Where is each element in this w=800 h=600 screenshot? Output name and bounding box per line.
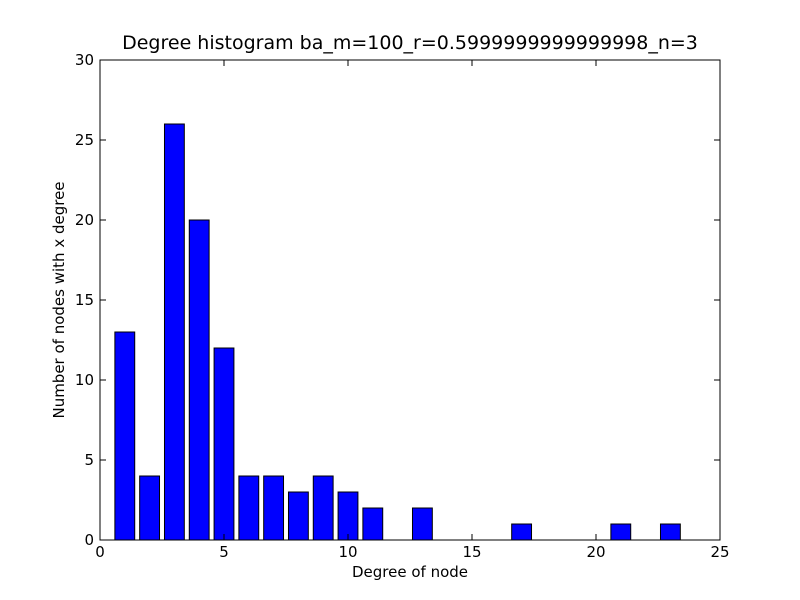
bar-degree-7: [263, 475, 285, 541]
y-tick-label-25: 25: [75, 131, 94, 149]
bar-degree-3: [163, 123, 185, 541]
bar-degree-13: [411, 507, 433, 541]
chart-title: Degree histogram ba_m=100_r=0.5999999999…: [122, 32, 698, 54]
ticks-group: 0 5 10 15 20 25 0 5 10 15 20 25 30: [75, 51, 730, 561]
bar-degree-4: [188, 219, 210, 541]
bar-degree-21: [610, 523, 632, 541]
y-tick-label-5: 5: [84, 451, 94, 469]
x-tick-label-25: 25: [710, 543, 729, 561]
x-tick-label-0: 0: [95, 543, 105, 561]
bar-degree-10: [337, 491, 359, 541]
x-tick-label-5: 5: [219, 543, 229, 561]
bars-group: [114, 123, 681, 541]
x-tick-label-20: 20: [586, 543, 605, 561]
bar-degree-23: [659, 523, 681, 541]
bar-degree-8: [287, 491, 309, 541]
bar-degree-11: [362, 507, 384, 541]
x-tick-label-15: 15: [462, 543, 481, 561]
y-tick-label-20: 20: [75, 211, 94, 229]
bar-degree-6: [238, 475, 260, 541]
y-tick-label-15: 15: [75, 291, 94, 309]
y-axis-label: Number of nodes with x degree: [50, 181, 68, 418]
bar-degree-9: [312, 475, 334, 541]
y-tick-label-0: 0: [84, 531, 94, 549]
y-tick-label-30: 30: [75, 51, 94, 69]
x-tick-label-10: 10: [338, 543, 357, 561]
bar-degree-1: [114, 331, 136, 541]
x-axis-label: Degree of node: [352, 563, 468, 581]
y-tick-label-10: 10: [75, 371, 94, 389]
bar-degree-2: [139, 475, 161, 541]
bar-degree-5: [213, 347, 235, 541]
bar-degree-17: [511, 523, 533, 541]
